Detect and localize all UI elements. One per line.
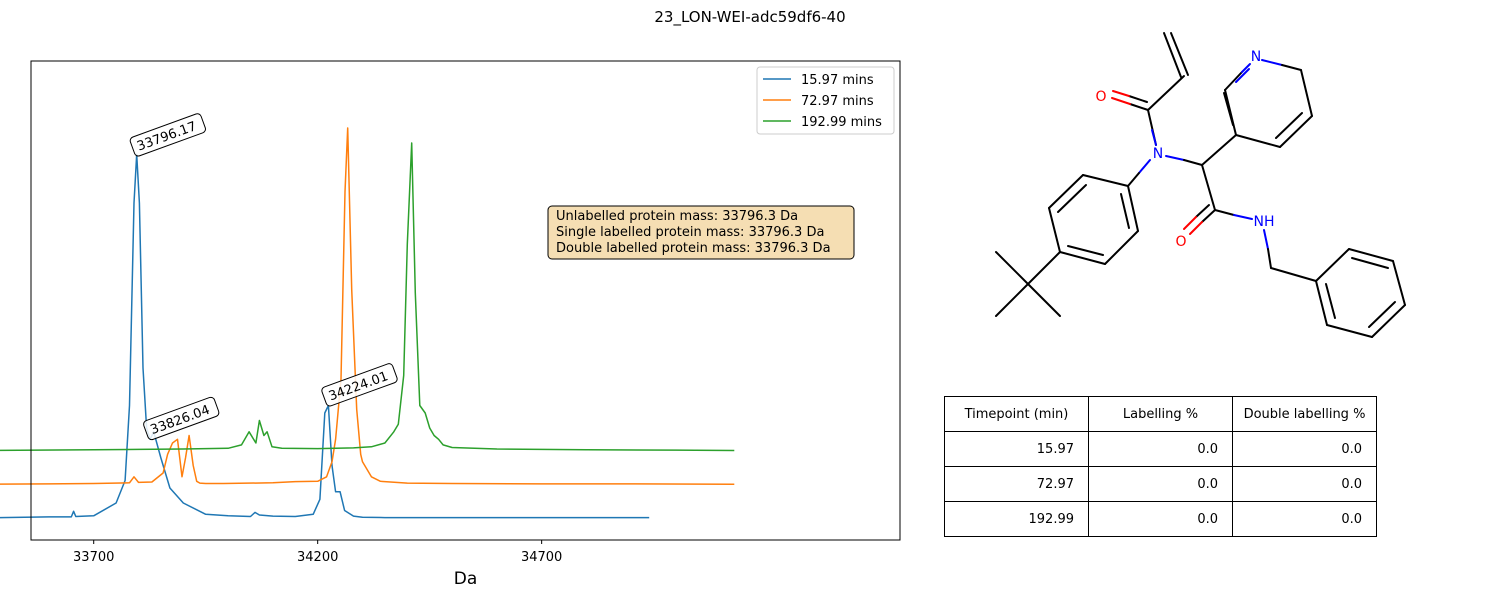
plot-frame — [30, 60, 901, 541]
table-cell: 0.0 — [1232, 466, 1377, 502]
column-header: Double labelling % — [1232, 396, 1377, 432]
atom-label: N — [1251, 49, 1261, 65]
info-box-line: Unlabelled protein mass: 33796.3 Da — [556, 209, 798, 224]
table-cell: 0.0 — [1088, 431, 1233, 467]
annotation-box — [129, 113, 206, 157]
peak-annotation: 33796.17 — [129, 113, 206, 157]
table-cell: 0.0 — [1232, 501, 1377, 537]
table-cell: 192.99 — [944, 501, 1089, 537]
atom-label: O — [1175, 234, 1186, 250]
series-line-2 — [0, 127, 735, 486]
x-tick-label: 33700 — [73, 550, 114, 565]
table-row: 15.97 0.0 0.0 — [944, 431, 1377, 467]
molecule-structure: O N N O NH — [995, 32, 1406, 338]
table-row: 192.99 0.0 0.0 — [944, 501, 1377, 537]
annotation-box — [143, 396, 220, 441]
peak-annotation: 34224.01 — [321, 363, 398, 407]
table-cell: 72.97 — [944, 466, 1089, 502]
table-row: 72.97 0.0 0.0 — [944, 466, 1377, 502]
info-box-line: Double labelled protein mass: 33796.3 Da — [556, 241, 831, 256]
table-cell: 15.97 — [944, 431, 1089, 467]
table-cell: 0.0 — [1088, 466, 1233, 502]
table-cell: 0.0 — [1232, 431, 1377, 467]
series-line-1 — [0, 153, 650, 519]
x-tick-label: 34200 — [297, 550, 338, 565]
legend-label: 72.97 mins — [801, 94, 874, 109]
legend — [756, 66, 895, 135]
atom-label: NH — [1254, 214, 1275, 230]
x-tick-label: 34700 — [521, 550, 562, 565]
legend-label: 15.97 mins — [801, 73, 874, 88]
x-axis-label: Da — [454, 569, 478, 589]
atom-label: O — [1095, 89, 1106, 105]
annotation-box — [321, 363, 398, 407]
legend-label: 192.99 mins — [801, 115, 882, 130]
mass-spectrum-chart: 33700 34200 34700 Da 33796.17 33826.04 34224.… — [0, 60, 901, 589]
column-header: Timepoint (min) — [944, 396, 1089, 432]
info-box — [547, 205, 855, 260]
series-line-3 — [0, 142, 735, 452]
labelling-table: Timepoint (min) Labelling % Double label… — [944, 396, 1377, 537]
figure-title: 23_LON-WEI-adc59df6-40 — [654, 8, 846, 26]
table-header-row: Timepoint (min) Labelling % Double label… — [944, 396, 1377, 432]
info-box-line: Single labelled protein mass: 33796.3 Da — [556, 225, 824, 240]
column-header: Labelling % — [1088, 396, 1233, 432]
table-cell: 0.0 — [1088, 501, 1233, 537]
atom-label: N — [1153, 146, 1163, 162]
peak-annotation: 33826.04 — [143, 396, 220, 441]
